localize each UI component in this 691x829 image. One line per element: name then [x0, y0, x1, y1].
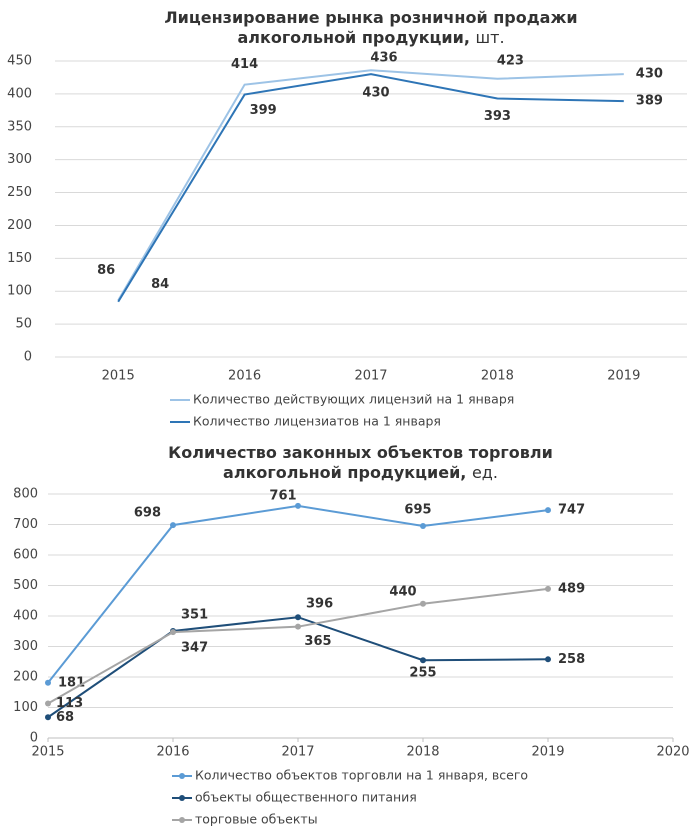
marker — [545, 585, 551, 592]
data-label: 68 — [56, 710, 74, 725]
marker — [295, 623, 301, 630]
x-tick-label: 2016 — [228, 369, 261, 384]
data-label: 255 — [409, 666, 436, 681]
marker — [45, 679, 51, 686]
data-label: 396 — [306, 597, 333, 612]
data-label: 695 — [404, 503, 431, 518]
x-tick-label: 2017 — [354, 369, 387, 384]
marker — [295, 502, 301, 509]
marker — [295, 614, 301, 621]
y-tick-label: 700 — [13, 517, 38, 532]
data-label: 351 — [181, 607, 208, 622]
y-tick-label: 450 — [7, 54, 32, 69]
data-label: 698 — [134, 506, 161, 521]
legend-label: Количество действующих лицензий на 1 янв… — [193, 392, 514, 407]
data-label: 347 — [181, 641, 208, 656]
title-line: алкогольной продукцией, — [223, 463, 466, 482]
x-tick-label: 2015 — [102, 369, 135, 384]
marker — [170, 629, 176, 636]
y-tick-label: 100 — [7, 284, 32, 299]
x-tick-label: 2015 — [31, 745, 64, 760]
title-line: алкогольной продукции, — [237, 28, 469, 47]
x-tick-label: 2020 — [656, 745, 689, 760]
legend-label: Количество лицензиатов на 1 января — [193, 414, 441, 429]
line — [117, 69, 624, 301]
marker — [420, 657, 426, 664]
data-label: 389 — [636, 94, 663, 109]
data-label: 113 — [56, 696, 83, 711]
y-tick-label: 100 — [13, 700, 38, 715]
x-tick-label: 2016 — [156, 745, 189, 760]
marker — [420, 600, 426, 607]
x-tick-label: 2018 — [406, 745, 439, 760]
title-unit: шт. — [475, 28, 504, 47]
y-tick-label: 400 — [13, 609, 38, 624]
chart-title: алкогольной продукцией, ед. — [223, 463, 498, 482]
y-tick-label: 150 — [7, 251, 32, 266]
data-label: 414 — [231, 57, 258, 72]
y-tick-label: 200 — [7, 218, 32, 233]
data-label: 86 — [97, 263, 115, 278]
y-tick-label: 0 — [30, 731, 38, 746]
line — [47, 616, 549, 719]
line — [117, 73, 624, 303]
x-tick-label: 2018 — [481, 369, 514, 384]
marker — [420, 523, 426, 530]
y-tick-label: 350 — [7, 119, 32, 134]
y-tick-label: 300 — [7, 152, 32, 167]
legend-label: объекты общественного питания — [195, 790, 417, 805]
marker — [45, 700, 51, 707]
data-label: 365 — [304, 634, 331, 649]
data-label: 489 — [558, 581, 585, 596]
data-label: 747 — [558, 503, 585, 518]
data-label: 84 — [151, 277, 169, 292]
marker — [45, 714, 51, 721]
x-tick-label: 2017 — [281, 745, 314, 760]
data-label: 399 — [250, 103, 277, 118]
y-tick-label: 250 — [7, 185, 32, 200]
y-tick-label: 300 — [13, 639, 38, 654]
marker — [170, 522, 176, 529]
data-label: 436 — [370, 51, 397, 66]
data-label: 258 — [558, 652, 585, 667]
y-tick-label: 500 — [13, 578, 38, 593]
title-line: Лицензирование рынка розничной продажи — [164, 8, 577, 27]
chart-title: Лицензирование рынка розничной продажи — [164, 8, 577, 27]
y-tick-label: 0 — [24, 350, 32, 365]
chart-title: алкогольной продукции, шт. — [237, 28, 504, 47]
y-tick-label: 800 — [13, 487, 38, 502]
title-line: Количество законных объектов торговли — [168, 443, 553, 462]
x-tick-label: 2019 — [531, 745, 564, 760]
legend-marker — [179, 817, 185, 823]
marker — [545, 656, 551, 663]
y-tick-label: 200 — [13, 670, 38, 685]
chart-title: Количество законных объектов торговли — [168, 443, 553, 462]
title-unit: ед. — [472, 463, 498, 482]
y-tick-label: 600 — [13, 548, 38, 563]
data-label: 423 — [497, 53, 524, 68]
data-label: 393 — [484, 109, 511, 124]
marker — [545, 507, 551, 514]
data-label: 761 — [269, 488, 296, 503]
data-label: 430 — [362, 86, 389, 101]
data-label: 440 — [389, 584, 416, 599]
y-tick-label: 50 — [15, 317, 32, 332]
legend-label: торговые объекты — [195, 812, 318, 827]
legend-marker — [179, 795, 185, 801]
legend-marker — [179, 773, 185, 779]
data-label: 181 — [58, 675, 85, 690]
line — [47, 504, 549, 684]
x-tick-label: 2019 — [607, 369, 640, 384]
legend-label: Количество объектов торговли на 1 января… — [195, 768, 528, 783]
data-label: 430 — [636, 67, 663, 82]
y-tick-label: 400 — [7, 86, 32, 101]
